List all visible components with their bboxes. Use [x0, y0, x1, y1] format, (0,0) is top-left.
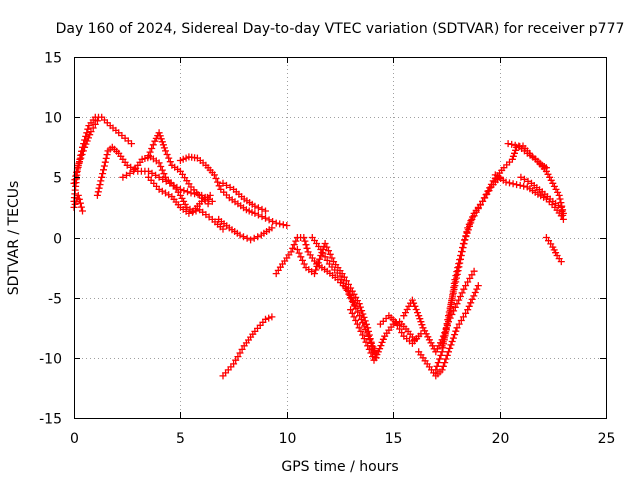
chart-title: Day 160 of 2024, Sidereal Day-to-day VTE…	[56, 21, 625, 37]
y-tick-label: 5	[53, 171, 62, 187]
data-point-markers	[176, 153, 291, 229]
data-point-markers	[219, 313, 276, 380]
data-series	[219, 179, 269, 215]
data-series	[93, 143, 216, 205]
data-series	[145, 173, 227, 233]
data-series	[145, 129, 212, 208]
data-series	[215, 215, 276, 244]
data-series	[415, 282, 482, 380]
x-axis-label: GPS time / hours	[281, 459, 398, 475]
y-tick-label: 0	[53, 232, 62, 248]
y-tick-label: -15	[39, 412, 62, 428]
x-tick-label: 15	[385, 431, 403, 447]
data-series	[517, 173, 567, 223]
data-point-markers	[504, 140, 550, 172]
data-series	[504, 140, 550, 172]
data-series	[219, 313, 276, 380]
data-marks	[70, 113, 567, 380]
data-point-markers	[415, 282, 482, 380]
data-point-markers	[119, 153, 214, 215]
tick-labels: 0 5 10 15 20 25 -15 -10 -5 0 5 10 15	[39, 51, 615, 448]
y-tick-label: -10	[39, 352, 62, 368]
data-series	[542, 234, 565, 266]
axis-ticks	[74, 57, 607, 419]
data-point-markers	[517, 173, 567, 223]
x-tick-label: 20	[492, 431, 510, 447]
data-series	[376, 312, 425, 347]
data-series	[308, 234, 380, 358]
data-series	[119, 153, 214, 215]
data-point-markers	[215, 215, 276, 244]
data-point-markers	[376, 312, 425, 347]
x-tick-label: 5	[176, 431, 185, 447]
y-axis-label: SDTVAR / TECUs	[6, 181, 22, 296]
data-point-markers	[145, 173, 227, 233]
x-tick-label: 0	[70, 431, 79, 447]
y-tick-label: -5	[48, 292, 62, 308]
data-point-markers	[219, 179, 269, 215]
data-point-markers	[93, 143, 216, 205]
data-series	[347, 306, 418, 364]
data-point-markers	[145, 129, 212, 208]
y-tick-label: 15	[44, 51, 62, 67]
data-point-markers	[347, 306, 418, 364]
data-series	[176, 153, 291, 229]
x-tick-label: 25	[598, 431, 616, 447]
data-point-markers	[542, 234, 565, 266]
y-tick-label: 10	[44, 111, 62, 127]
x-tick-label: 10	[279, 431, 297, 447]
data-point-markers	[308, 234, 380, 358]
